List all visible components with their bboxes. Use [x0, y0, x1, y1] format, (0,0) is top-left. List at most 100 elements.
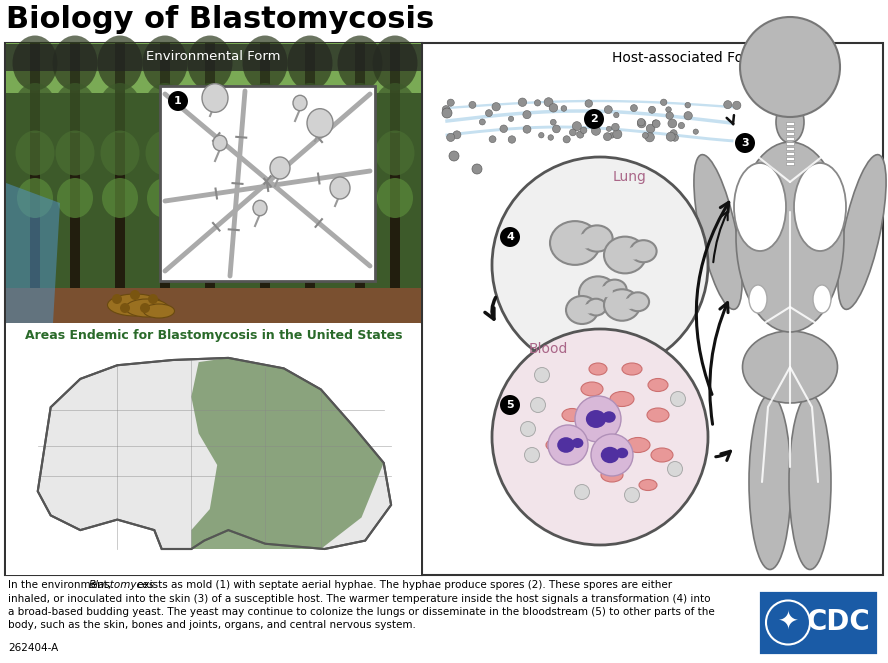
Bar	[786, 121, 794, 125]
Ellipse shape	[546, 439, 564, 451]
Ellipse shape	[376, 131, 415, 176]
Ellipse shape	[694, 154, 742, 310]
Circle shape	[539, 133, 544, 138]
Circle shape	[523, 125, 531, 133]
Bar	[115, 43, 125, 293]
Ellipse shape	[12, 36, 58, 91]
Circle shape	[453, 131, 461, 139]
Ellipse shape	[191, 131, 229, 176]
Ellipse shape	[253, 200, 267, 215]
Ellipse shape	[270, 157, 290, 179]
Ellipse shape	[242, 36, 288, 91]
Circle shape	[613, 130, 622, 139]
Circle shape	[609, 133, 614, 138]
Circle shape	[766, 601, 810, 644]
Bar	[6, 43, 421, 93]
Circle shape	[472, 164, 482, 174]
Text: Areas Endemic for Blastomycosis in the United States: Areas Endemic for Blastomycosis in the U…	[25, 329, 402, 342]
Circle shape	[646, 124, 655, 133]
Ellipse shape	[794, 163, 846, 251]
Circle shape	[624, 487, 639, 503]
Text: Host-associated Form: Host-associated Form	[613, 51, 763, 65]
Ellipse shape	[146, 131, 185, 176]
Circle shape	[552, 125, 560, 133]
Ellipse shape	[337, 36, 383, 91]
Circle shape	[569, 129, 576, 136]
Ellipse shape	[247, 178, 283, 218]
Circle shape	[591, 434, 633, 476]
Circle shape	[168, 91, 188, 111]
Circle shape	[740, 17, 840, 117]
Circle shape	[645, 133, 654, 142]
Ellipse shape	[583, 304, 594, 314]
Circle shape	[548, 425, 588, 465]
Ellipse shape	[342, 178, 378, 218]
Ellipse shape	[54, 83, 96, 133]
Ellipse shape	[244, 83, 286, 133]
Polygon shape	[38, 358, 391, 549]
Ellipse shape	[603, 280, 627, 300]
Ellipse shape	[651, 448, 673, 462]
Ellipse shape	[372, 36, 417, 91]
Circle shape	[489, 136, 496, 143]
Circle shape	[604, 133, 612, 141]
Circle shape	[666, 132, 675, 141]
Ellipse shape	[292, 178, 328, 218]
Circle shape	[563, 136, 570, 143]
Ellipse shape	[639, 479, 657, 491]
Ellipse shape	[98, 36, 142, 91]
Bar	[30, 43, 40, 293]
Circle shape	[120, 303, 130, 313]
Circle shape	[638, 119, 646, 128]
Circle shape	[112, 294, 122, 304]
Circle shape	[638, 119, 645, 126]
Circle shape	[548, 135, 553, 141]
Ellipse shape	[57, 178, 93, 218]
Circle shape	[573, 121, 582, 131]
Circle shape	[576, 131, 583, 138]
Circle shape	[509, 116, 513, 121]
Circle shape	[551, 119, 556, 125]
Ellipse shape	[789, 394, 831, 570]
Circle shape	[666, 112, 673, 119]
Circle shape	[442, 108, 452, 118]
Ellipse shape	[586, 410, 607, 428]
Ellipse shape	[187, 36, 233, 91]
Ellipse shape	[647, 408, 669, 422]
Ellipse shape	[601, 447, 619, 463]
Circle shape	[130, 290, 140, 300]
Ellipse shape	[147, 178, 183, 218]
Text: 5: 5	[506, 400, 514, 410]
Ellipse shape	[630, 240, 656, 263]
Circle shape	[591, 126, 600, 135]
Bar	[5, 43, 422, 575]
Circle shape	[500, 125, 507, 133]
Ellipse shape	[189, 83, 231, 133]
Polygon shape	[191, 358, 384, 549]
Ellipse shape	[749, 285, 767, 313]
Circle shape	[449, 151, 459, 161]
Text: In the environment,: In the environment,	[8, 580, 115, 590]
Circle shape	[448, 99, 455, 106]
Circle shape	[661, 99, 667, 105]
Ellipse shape	[374, 83, 416, 133]
Text: body, such as the skin, bones and joints, organs, and central nervous system.: body, such as the skin, bones and joints…	[8, 621, 416, 631]
Ellipse shape	[290, 131, 329, 176]
Ellipse shape	[288, 36, 332, 91]
Text: 262404-A: 262404-A	[8, 643, 59, 653]
Ellipse shape	[599, 286, 613, 297]
Text: Lung: Lung	[613, 170, 647, 184]
Ellipse shape	[776, 101, 804, 143]
Circle shape	[670, 130, 678, 137]
Ellipse shape	[610, 391, 634, 406]
Bar	[6, 44, 421, 323]
Ellipse shape	[99, 83, 141, 133]
Ellipse shape	[213, 135, 227, 151]
Circle shape	[480, 119, 486, 125]
Ellipse shape	[582, 225, 613, 252]
Text: Biology of Blastomycosis: Biology of Blastomycosis	[6, 5, 434, 34]
Ellipse shape	[144, 304, 175, 318]
Bar	[6, 324, 421, 575]
Ellipse shape	[202, 84, 228, 112]
Circle shape	[486, 109, 493, 117]
